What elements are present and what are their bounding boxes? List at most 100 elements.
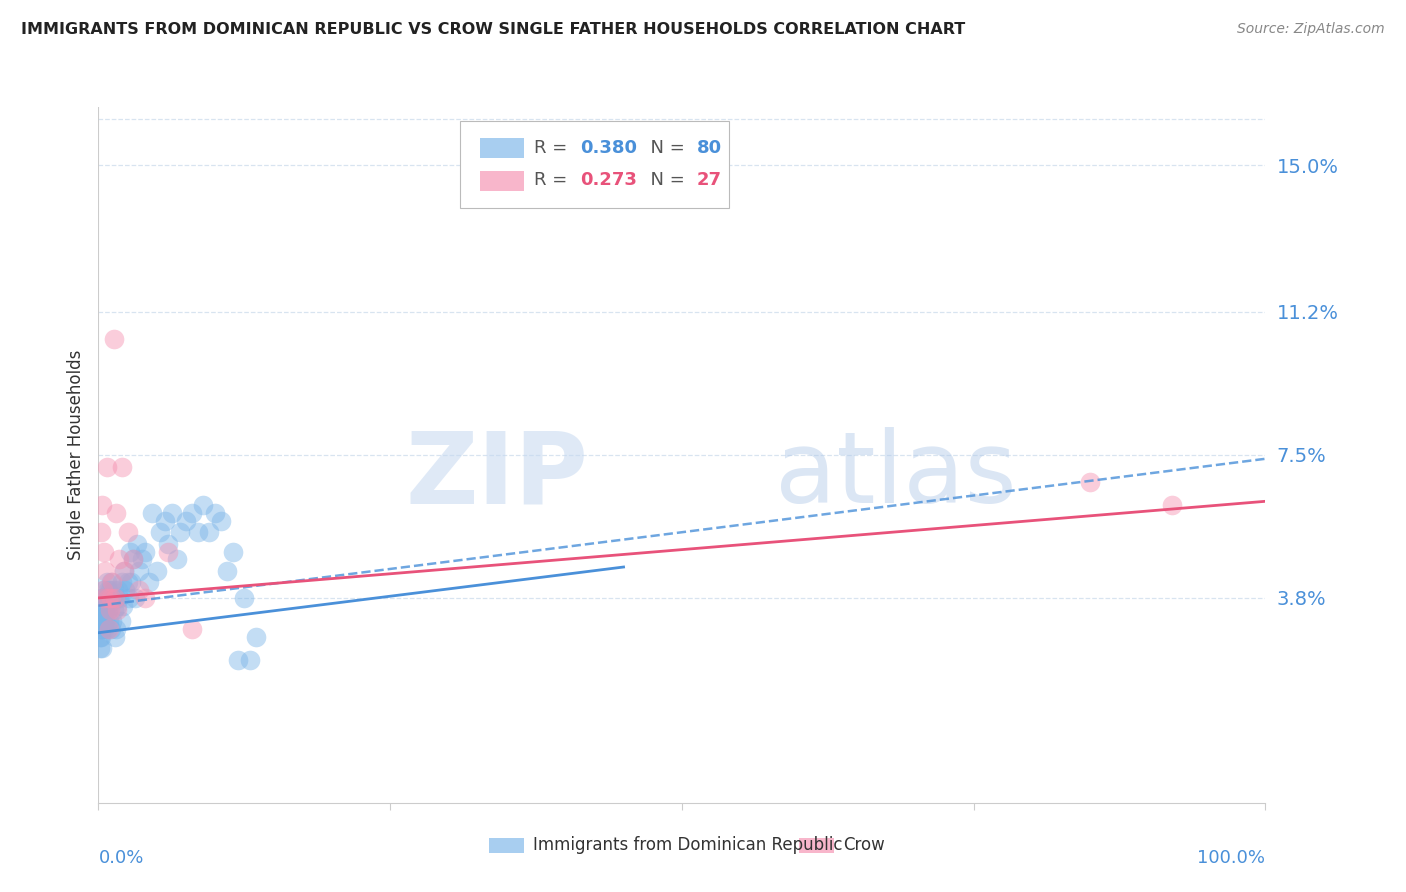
Point xyxy=(122,552,145,566)
Point xyxy=(169,525,191,540)
Bar xyxy=(479,171,524,191)
Point xyxy=(117,525,139,540)
Point xyxy=(97,591,120,605)
Point xyxy=(204,506,226,520)
Point xyxy=(94,564,117,578)
Point xyxy=(93,622,115,636)
Point xyxy=(107,583,129,598)
Point xyxy=(111,459,134,474)
Text: Immigrants from Dominican Republic: Immigrants from Dominican Republic xyxy=(533,836,842,854)
Point xyxy=(96,459,118,474)
Point xyxy=(97,622,120,636)
Point xyxy=(233,591,256,605)
Text: Crow: Crow xyxy=(844,836,884,854)
Point xyxy=(209,514,232,528)
Point xyxy=(89,630,111,644)
Point xyxy=(101,575,124,590)
Bar xyxy=(479,138,524,158)
Point xyxy=(89,641,111,656)
FancyBboxPatch shape xyxy=(460,121,728,208)
Point xyxy=(131,552,153,566)
Point xyxy=(157,537,180,551)
Point xyxy=(198,525,221,540)
Point xyxy=(1161,498,1184,512)
Point xyxy=(228,653,250,667)
Text: 100.0%: 100.0% xyxy=(1198,849,1265,867)
Point xyxy=(93,544,115,558)
Point xyxy=(215,564,238,578)
Text: atlas: atlas xyxy=(775,427,1017,524)
Text: 0.380: 0.380 xyxy=(581,139,637,157)
Point xyxy=(166,552,188,566)
Point xyxy=(141,506,163,520)
Point xyxy=(90,498,112,512)
Bar xyxy=(799,838,834,853)
Point xyxy=(146,564,169,578)
Point xyxy=(149,525,172,540)
Y-axis label: Single Father Households: Single Father Households xyxy=(66,350,84,560)
Point xyxy=(153,514,176,528)
Point xyxy=(90,610,112,624)
Point xyxy=(91,583,114,598)
Point xyxy=(1080,475,1102,489)
Point xyxy=(90,599,112,613)
Point xyxy=(174,514,197,528)
Point xyxy=(98,583,121,598)
Point xyxy=(97,602,120,616)
Point xyxy=(97,583,120,598)
Text: 0.0%: 0.0% xyxy=(98,849,143,867)
Text: N =: N = xyxy=(638,139,690,157)
Text: IMMIGRANTS FROM DOMINICAN REPUBLIC VS CROW SINGLE FATHER HOUSEHOLDS CORRELATION : IMMIGRANTS FROM DOMINICAN REPUBLIC VS CR… xyxy=(21,22,966,37)
Point xyxy=(90,602,112,616)
Point xyxy=(98,602,121,616)
Point xyxy=(111,599,134,613)
Point xyxy=(125,537,148,551)
Point xyxy=(90,591,112,605)
Point xyxy=(90,630,112,644)
Point xyxy=(128,564,150,578)
Point xyxy=(160,506,183,520)
Point xyxy=(221,544,243,558)
Point xyxy=(104,506,127,520)
Point xyxy=(120,575,142,590)
Point xyxy=(90,622,112,636)
Point xyxy=(105,602,128,616)
Point xyxy=(157,544,180,558)
Point xyxy=(105,599,128,613)
Point xyxy=(90,614,112,628)
Point xyxy=(104,622,127,636)
Point xyxy=(90,525,112,540)
Point xyxy=(89,622,111,636)
Point xyxy=(101,591,124,605)
Point xyxy=(239,653,262,667)
Text: R =: R = xyxy=(534,171,572,189)
Point xyxy=(112,564,135,578)
Point xyxy=(122,552,145,566)
Point xyxy=(180,506,202,520)
Point xyxy=(118,591,141,605)
Point xyxy=(90,622,112,636)
Point xyxy=(94,591,117,605)
Point xyxy=(108,591,131,605)
Point xyxy=(97,591,120,605)
Point xyxy=(124,591,146,605)
Point xyxy=(93,583,115,598)
Point xyxy=(90,641,112,656)
Point xyxy=(111,575,134,590)
Text: R =: R = xyxy=(534,139,572,157)
Point xyxy=(187,525,209,540)
Point xyxy=(89,614,111,628)
Point xyxy=(93,591,115,605)
Point xyxy=(103,602,125,616)
Point xyxy=(100,622,122,636)
Point xyxy=(96,599,118,613)
Point xyxy=(193,498,215,512)
Point xyxy=(134,591,156,605)
Point xyxy=(91,591,114,605)
Point xyxy=(180,622,202,636)
Point xyxy=(108,552,131,566)
Point xyxy=(118,544,141,558)
Point xyxy=(93,602,115,616)
Text: Source: ZipAtlas.com: Source: ZipAtlas.com xyxy=(1237,22,1385,37)
Point xyxy=(114,583,136,598)
